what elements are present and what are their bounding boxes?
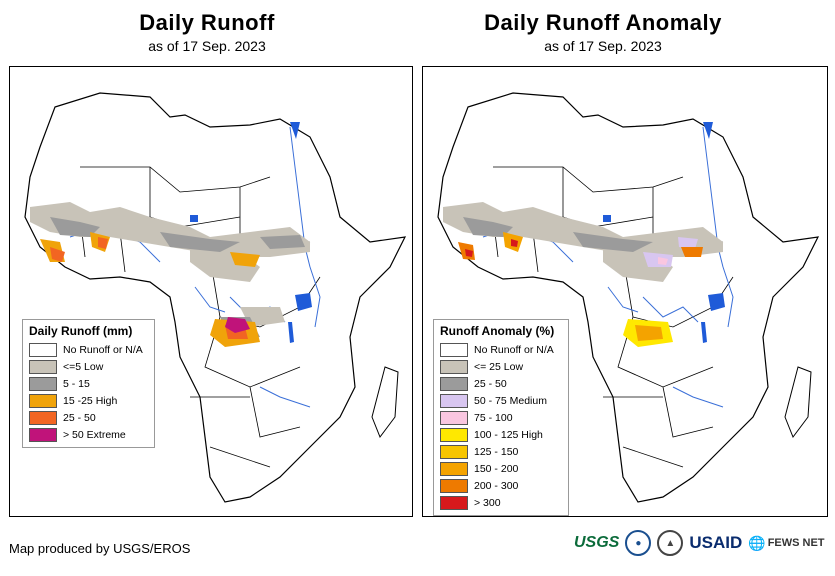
legend-item: > 50 Extreme xyxy=(29,426,148,443)
lake-victoria xyxy=(708,293,725,311)
legend-swatch xyxy=(440,393,468,408)
legend-item: 100 - 125 High xyxy=(440,426,562,443)
fews-net-logo: 🌐 FEWS NET xyxy=(748,535,824,552)
legend-label: <=5 Low xyxy=(63,360,104,373)
anomaly-75-100-areas xyxy=(658,257,668,265)
legend-item: > 300 xyxy=(440,494,562,511)
noaa-logo: ● xyxy=(625,530,652,556)
legend-item: <= 25 Low xyxy=(440,358,562,375)
lake-chad xyxy=(603,215,611,222)
lake-tanganyika xyxy=(701,322,707,343)
left-map-date: as of 17 Sep. 2023 xyxy=(148,38,266,54)
legend-item: 125 - 150 xyxy=(440,443,562,460)
legend-label: 50 - 75 Medium xyxy=(474,394,547,407)
runoff-extreme-areas xyxy=(225,317,250,333)
legend-swatch xyxy=(29,376,57,391)
legend-label: > 300 xyxy=(474,496,501,509)
doi-logo: ▲ xyxy=(657,530,684,556)
usgs-logo: USGS xyxy=(574,534,620,551)
legend-swatch xyxy=(440,342,468,357)
legend-swatch xyxy=(440,461,468,476)
lake-nasser xyxy=(703,122,713,139)
legend-swatch xyxy=(29,342,57,357)
left-map-title: Daily Runoff xyxy=(139,10,275,35)
legend-label: 25 - 50 xyxy=(63,411,96,424)
legend-label: 25 - 50 xyxy=(474,377,507,390)
usaid-logo: USAID xyxy=(689,533,743,552)
legend-item: No Runoff or N/A xyxy=(440,341,562,358)
anomaly-extreme-areas xyxy=(465,239,518,257)
right-map-title: Daily Runoff Anomaly xyxy=(484,10,722,35)
legend-swatch xyxy=(29,427,57,442)
lake-chad xyxy=(190,215,198,222)
legend-label: 200 - 300 xyxy=(474,479,519,492)
legend-label: 15 -25 High xyxy=(63,394,118,407)
left-map-panel: Daily Runoff (mm) No Runoff or N/A <=5 L… xyxy=(9,66,413,517)
right-map-panel: Runoff Anomaly (%) No Runoff or N/A <= 2… xyxy=(422,66,828,517)
right-map-date: as of 17 Sep. 2023 xyxy=(544,38,662,54)
legend-swatch xyxy=(29,359,57,374)
legend-swatch xyxy=(29,393,57,408)
legend-item: 75 - 100 xyxy=(440,409,562,426)
legend-item: 150 - 200 xyxy=(440,460,562,477)
anomaly-25-50-areas xyxy=(463,217,653,252)
legend-swatch xyxy=(440,495,468,510)
left-africa-map xyxy=(24,92,407,503)
legend-swatch xyxy=(440,410,468,425)
right-legend-title: Runoff Anomaly (%) xyxy=(440,324,555,338)
legend-label: 75 - 100 xyxy=(474,411,513,424)
legend-swatch xyxy=(440,427,468,442)
legend-swatch xyxy=(29,410,57,425)
africa-outline xyxy=(437,92,820,503)
legend-swatch xyxy=(440,376,468,391)
legend-label: 100 - 125 High xyxy=(474,428,543,441)
lake-tanganyika xyxy=(288,322,294,343)
legend-label: <= 25 Low xyxy=(474,360,524,373)
legend-label: 150 - 200 xyxy=(474,462,519,475)
globe-icon: 🌐 xyxy=(748,534,766,551)
legend-swatch xyxy=(440,359,468,374)
lake-victoria xyxy=(295,293,312,311)
right-africa-map xyxy=(437,92,820,503)
legend-label: 5 - 15 xyxy=(63,377,90,390)
legend-label: No Runoff or N/A xyxy=(63,343,143,356)
legend-item: 5 - 15 xyxy=(29,375,148,392)
legend-item: No Runoff or N/A xyxy=(29,341,148,358)
map-credit: Map produced by USGS/EROS xyxy=(9,541,191,556)
left-legend-title: Daily Runoff (mm) xyxy=(29,324,133,338)
madagascar xyxy=(371,366,399,439)
legend-swatch xyxy=(440,444,468,459)
africa-outline xyxy=(24,92,407,503)
fews-net-label: FEWS NET xyxy=(767,537,825,549)
madagascar xyxy=(784,366,812,439)
lake-nasser xyxy=(290,122,300,139)
legend-item: 25 - 50 xyxy=(440,375,562,392)
legend-swatch xyxy=(440,478,468,493)
right-legend: Runoff Anomaly (%) No Runoff or N/A <= 2… xyxy=(433,319,569,516)
legend-item: <=5 Low xyxy=(29,358,148,375)
partner-logos: USGS ● ▲ USAID 🌐 FEWS NET xyxy=(574,528,830,558)
legend-item: 200 - 300 xyxy=(440,477,562,494)
legend-item: 25 - 50 xyxy=(29,409,148,426)
left-legend: Daily Runoff (mm) No Runoff or N/A <=5 L… xyxy=(22,319,155,448)
legend-label: 125 - 150 xyxy=(474,445,519,458)
legend-item: 15 -25 High xyxy=(29,392,148,409)
legend-label: > 50 Extreme xyxy=(63,428,126,441)
legend-item: 50 - 75 Medium xyxy=(440,392,562,409)
legend-label: No Runoff or N/A xyxy=(474,343,554,356)
